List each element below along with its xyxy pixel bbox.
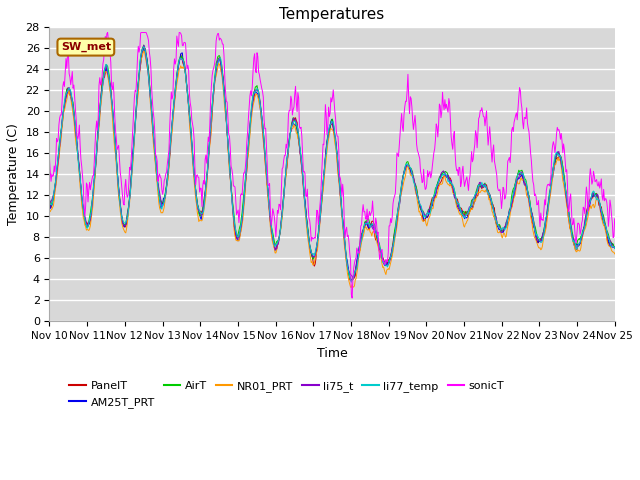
PanelT bbox=[347, 278, 355, 284]
li77_temp bbox=[114, 176, 122, 182]
li77_temp bbox=[419, 210, 427, 216]
AM25T_PRT bbox=[45, 204, 53, 210]
AM25T_PRT bbox=[114, 175, 122, 180]
AM25T_PRT bbox=[611, 245, 618, 251]
AirT bbox=[140, 42, 148, 48]
NR01_PRT bbox=[403, 167, 410, 172]
Text: SW_met: SW_met bbox=[61, 42, 111, 52]
sonicT bbox=[348, 295, 356, 301]
AirT bbox=[45, 197, 53, 203]
Title: Temperatures: Temperatures bbox=[280, 7, 385, 22]
li77_temp bbox=[403, 162, 410, 168]
NR01_PRT bbox=[140, 48, 148, 54]
li75_t bbox=[350, 275, 358, 280]
AM25T_PRT bbox=[56, 143, 63, 149]
NR01_PRT bbox=[114, 184, 122, 190]
PanelT bbox=[419, 216, 427, 221]
sonicT bbox=[403, 99, 410, 105]
li77_temp bbox=[202, 183, 210, 189]
li75_t bbox=[140, 42, 148, 48]
Legend: PanelT, AM25T_PRT, AirT, NR01_PRT, li75_t, li77_temp, sonicT: PanelT, AM25T_PRT, AirT, NR01_PRT, li75_… bbox=[65, 377, 509, 412]
li75_t bbox=[56, 143, 63, 149]
AirT bbox=[172, 79, 180, 85]
li75_t bbox=[45, 201, 53, 207]
Y-axis label: Temperature (C): Temperature (C) bbox=[7, 123, 20, 225]
li77_temp bbox=[56, 141, 63, 146]
NR01_PRT bbox=[45, 207, 53, 213]
sonicT bbox=[419, 179, 427, 185]
sonicT bbox=[172, 58, 180, 63]
NR01_PRT bbox=[348, 285, 355, 290]
Line: AirT: AirT bbox=[49, 45, 614, 280]
NR01_PRT bbox=[172, 87, 180, 93]
li77_temp bbox=[45, 202, 53, 207]
PanelT bbox=[403, 164, 410, 170]
PanelT bbox=[611, 245, 618, 251]
NR01_PRT bbox=[419, 218, 427, 224]
NR01_PRT bbox=[202, 193, 210, 199]
PanelT bbox=[45, 199, 53, 205]
AM25T_PRT bbox=[202, 186, 210, 192]
li75_t bbox=[611, 244, 618, 250]
Line: NR01_PRT: NR01_PRT bbox=[49, 51, 614, 288]
sonicT bbox=[56, 115, 63, 120]
Line: li75_t: li75_t bbox=[49, 45, 614, 277]
sonicT bbox=[45, 156, 53, 161]
AM25T_PRT bbox=[419, 213, 427, 218]
li75_t bbox=[172, 79, 180, 85]
AM25T_PRT bbox=[348, 277, 355, 283]
li77_temp bbox=[611, 246, 618, 252]
PanelT bbox=[139, 44, 147, 50]
AirT bbox=[403, 160, 410, 166]
AM25T_PRT bbox=[139, 46, 147, 52]
li75_t bbox=[202, 182, 210, 188]
li75_t bbox=[419, 209, 427, 215]
AM25T_PRT bbox=[172, 81, 180, 87]
sonicT bbox=[115, 143, 122, 148]
sonicT bbox=[202, 152, 210, 158]
AirT bbox=[202, 184, 210, 190]
li77_temp bbox=[172, 80, 180, 85]
X-axis label: Time: Time bbox=[317, 347, 348, 360]
AM25T_PRT bbox=[403, 163, 410, 168]
li77_temp bbox=[140, 44, 148, 49]
Line: li77_temp: li77_temp bbox=[49, 47, 614, 282]
sonicT bbox=[104, 30, 111, 36]
NR01_PRT bbox=[56, 148, 63, 154]
li75_t bbox=[114, 178, 122, 184]
PanelT bbox=[172, 82, 180, 88]
NR01_PRT bbox=[611, 251, 618, 257]
li75_t bbox=[403, 164, 410, 170]
AirT bbox=[419, 208, 427, 214]
Line: AM25T_PRT: AM25T_PRT bbox=[49, 49, 614, 280]
PanelT bbox=[114, 178, 122, 183]
Line: sonicT: sonicT bbox=[49, 33, 614, 298]
AirT bbox=[114, 179, 122, 185]
AirT bbox=[348, 277, 356, 283]
AirT bbox=[56, 138, 63, 144]
Line: PanelT: PanelT bbox=[49, 47, 614, 281]
sonicT bbox=[611, 216, 618, 222]
PanelT bbox=[56, 142, 63, 148]
li77_temp bbox=[348, 279, 355, 285]
AirT bbox=[611, 245, 618, 251]
PanelT bbox=[202, 183, 210, 189]
